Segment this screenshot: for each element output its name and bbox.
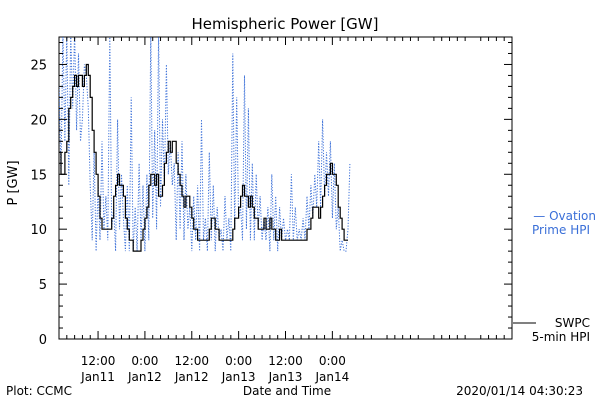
x-tick-date-label: Jan13 [268, 370, 303, 384]
x-tick-date-label: Jan12 [127, 370, 162, 384]
legend-swpc-line2: 5-min HPI [532, 330, 590, 344]
y-tick-label: 20 [30, 113, 47, 128]
series-swpc-line [59, 63, 348, 252]
plot-timestamp: 2020/01/14 04:30:23 [456, 384, 583, 398]
legend-ovation-line1: — Ovation [533, 209, 596, 223]
y-tick-label: 25 [30, 58, 47, 73]
chart-title: Hemispheric Power [GW] [192, 15, 379, 33]
x-axis-label: Date and Time [243, 384, 331, 398]
x-tick-date-label: Jan13 [221, 370, 256, 384]
x-tick-time-label: 0:00 [131, 354, 158, 368]
legend-swpc-line1: SWPC [555, 316, 590, 330]
y-tick-label: 0 [39, 333, 47, 348]
x-tick-time-label: 12:00 [174, 354, 209, 368]
y-tick-label: 10 [30, 223, 47, 238]
axis-layer: 0 5 10 15 20 25 12:00 Jan11 0:00 Jan12 12:00 Jan12 0… [30, 37, 513, 384]
plot-frame [58, 36, 513, 340]
plot-credit: Plot: CCMC [6, 384, 72, 398]
y-tick-label: 15 [30, 168, 47, 183]
y-axis-label: P [GW] [6, 160, 21, 205]
plot-area [58, 36, 513, 340]
series-layer [59, 37, 351, 252]
y-tick-label: 5 [39, 278, 47, 293]
x-tick-date-label: Jan12 [174, 370, 209, 384]
x-tick-time-label: 0:00 [225, 354, 252, 368]
x-tick-time-label: 0:00 [319, 354, 346, 368]
legend-ovation-line2: Prime HPI [532, 223, 590, 237]
x-tick-time-label: 12:00 [268, 354, 303, 368]
x-tick-date-label: Jan11 [80, 370, 115, 384]
series-ovation-line [59, 37, 351, 252]
x-tick-time-label: 12:00 [81, 354, 116, 368]
x-tick-date-label: Jan14 [314, 370, 349, 384]
